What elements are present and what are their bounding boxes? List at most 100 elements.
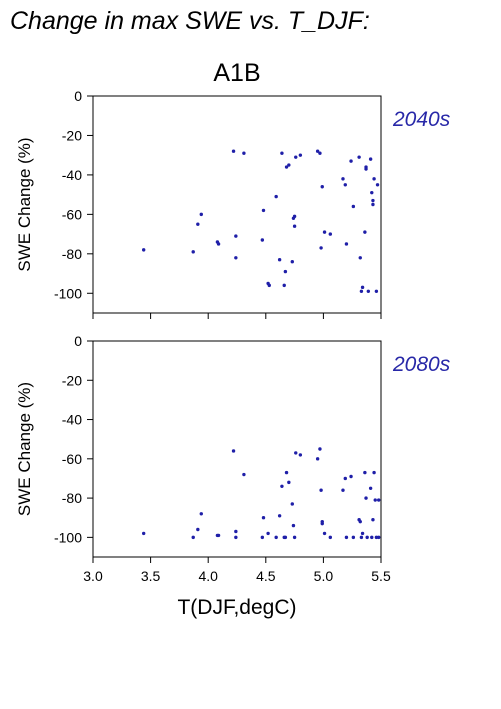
- data-point: [231, 449, 236, 453]
- x-tick-label: 5.5: [371, 568, 391, 584]
- data-point: [234, 529, 238, 534]
- data-point: [368, 157, 373, 161]
- data-point: [360, 285, 365, 290]
- y-tick-label: -40: [62, 412, 82, 428]
- y-tick-label: -80: [62, 490, 82, 506]
- y-tick-label: -100: [54, 285, 82, 301]
- data-point: [328, 232, 333, 236]
- data-point: [315, 149, 320, 153]
- data-point: [365, 535, 369, 540]
- data-point: [290, 502, 294, 506]
- chart-panels: 0 -20 -40 -60 -80 -100 SWE Change (%) 2040s 0 -20…: [15, 88, 451, 584]
- data-point: [359, 289, 364, 293]
- figure-title: Change in max SWE vs. T_DJF:: [10, 7, 370, 35]
- data-point: [358, 519, 362, 524]
- data-point: [341, 488, 345, 492]
- data-point: [260, 238, 265, 242]
- data-point: [341, 177, 345, 181]
- data-point: [191, 250, 195, 254]
- data-point: [294, 155, 298, 159]
- data-point: [363, 470, 367, 475]
- data-point: [284, 165, 289, 169]
- data-point: [216, 533, 221, 538]
- data-point: [277, 258, 282, 262]
- data-point: [357, 155, 361, 159]
- data-point: [261, 516, 266, 520]
- data-point: [196, 527, 200, 532]
- data-point: [280, 484, 284, 489]
- data-point: [374, 289, 379, 293]
- data-point: [242, 472, 246, 477]
- data-point: [373, 498, 377, 502]
- data-point: [344, 242, 349, 246]
- data-point: [376, 498, 381, 502]
- data-point: [366, 289, 371, 293]
- plot-frame: [92, 340, 382, 558]
- data-point: [287, 163, 291, 167]
- period-label: 2080s: [392, 353, 451, 376]
- x-tick-label: 3.0: [83, 568, 103, 584]
- data-point: [319, 246, 323, 250]
- scenario-title: A1B: [213, 59, 260, 87]
- y-axis-label: SWE Change (%): [15, 137, 34, 271]
- data-point: [282, 283, 286, 288]
- data-point: [349, 474, 353, 479]
- y-tick-label: -80: [62, 246, 82, 262]
- period-label: 2040s: [392, 108, 451, 131]
- data-point: [231, 149, 236, 153]
- data-point: [234, 234, 238, 238]
- panel-2040s: 0 -20 -40 -60 -80 -100 SWE Change (%) 2040s: [15, 88, 451, 319]
- data-point: [242, 151, 246, 155]
- data-point: [351, 535, 356, 540]
- data-point: [343, 183, 347, 187]
- y-tick-label: -20: [62, 372, 82, 388]
- data-point: [364, 167, 368, 171]
- data-point: [371, 198, 375, 203]
- data-point: [364, 496, 368, 500]
- data-point: [292, 535, 297, 540]
- data-point: [360, 531, 365, 536]
- data-point: [216, 242, 221, 246]
- data-point: [375, 183, 380, 187]
- data-point: [351, 204, 356, 209]
- data-point: [344, 535, 349, 540]
- y-tick-label: -40: [62, 167, 82, 183]
- data-point: [199, 212, 203, 217]
- data-point: [277, 514, 282, 518]
- x-tick-label: 5.0: [314, 568, 334, 584]
- data-point: [196, 222, 200, 226]
- data-point: [371, 202, 375, 207]
- data-point: [318, 447, 322, 451]
- y-axis-label: SWE Change (%): [15, 382, 34, 516]
- data-point: [349, 159, 353, 163]
- data-point: [298, 453, 303, 457]
- data-point: [343, 476, 347, 481]
- data-point: [370, 535, 374, 540]
- data-point: [294, 451, 298, 455]
- data-point: [280, 151, 284, 155]
- data-point: [298, 153, 303, 157]
- y-tick-label: -60: [62, 206, 82, 222]
- data-point: [328, 535, 333, 540]
- data-point: [267, 283, 271, 288]
- panel-2080s: 0 -20 -40 -60 -80 -100 3.0 3.5 4.0 4.5 5.0 5.5 SWE C…: [15, 333, 451, 584]
- data-point: [359, 535, 364, 540]
- data-point: [358, 256, 362, 260]
- data-point: [318, 151, 322, 155]
- data-point: [376, 535, 381, 540]
- data-point: [292, 214, 297, 219]
- data-point: [261, 208, 266, 213]
- data-point: [372, 470, 376, 475]
- x-tick-label: 4.0: [198, 568, 218, 584]
- data-point: [234, 535, 238, 540]
- data-point: [315, 457, 320, 461]
- y-tick-label: 0: [74, 88, 82, 104]
- data-point: [274, 194, 278, 199]
- data-point: [199, 512, 203, 516]
- x-axis-label: T(DJF,degC): [177, 596, 296, 619]
- data-point: [266, 531, 270, 536]
- y-tick-label: -100: [54, 529, 82, 545]
- data-point: [141, 248, 146, 252]
- y-tick-label: -60: [62, 451, 82, 467]
